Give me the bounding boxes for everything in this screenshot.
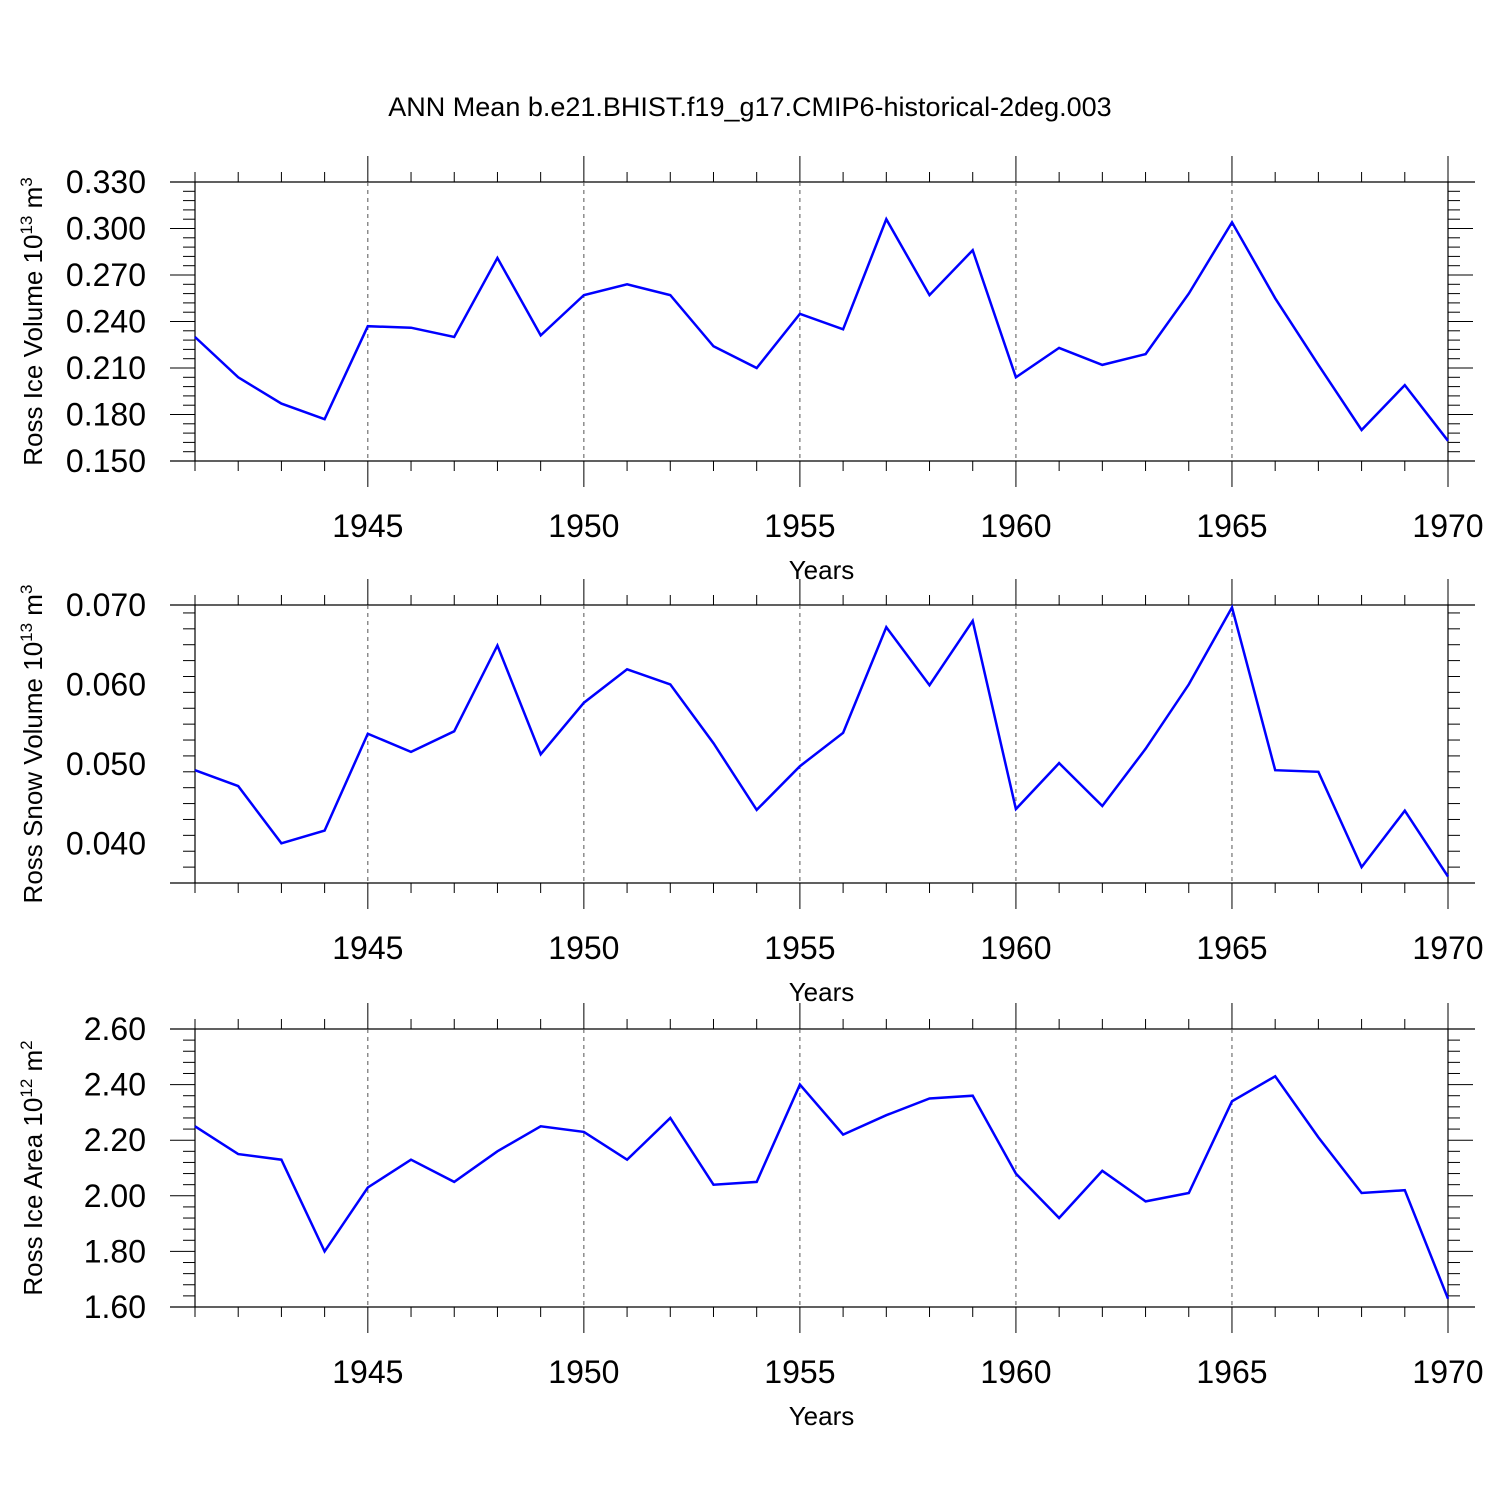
x-tick-label: 1960 [980, 1354, 1051, 1390]
y-axis-title: Ross Ice Volume 1013 m3 [17, 177, 48, 466]
chart-panel-2: 1945 1950 1955 1960 1965 1970 Years 0.040 0.050 0… [17, 579, 1484, 1007]
x-tick-label: 1945 [332, 1354, 403, 1390]
x-tick-label: 1970 [1412, 508, 1483, 544]
x-tick-label: 1970 [1412, 1354, 1483, 1390]
y-tick-label: 2.40 [84, 1067, 146, 1103]
y-tick-label: 2.20 [84, 1122, 146, 1158]
x-axis-title: Years [789, 977, 855, 1007]
y-tick-label: 0.050 [66, 746, 146, 782]
y-tick-label: 1.80 [84, 1233, 146, 1269]
x-tick-label: 1965 [1196, 508, 1267, 544]
y-tick-label: 0.060 [66, 666, 146, 702]
y-tick-label: 0.330 [66, 164, 146, 200]
y-tick-label: 0.150 [66, 443, 146, 479]
x-tick-label: 1950 [548, 508, 619, 544]
x-tick-label: 1950 [548, 930, 619, 966]
y-tick-label: 2.00 [84, 1178, 146, 1214]
data-line [194, 216, 1449, 442]
y-tick-label: 0.210 [66, 350, 146, 386]
x-tick-label: 1965 [1196, 930, 1267, 966]
y-axis-title: Ross Ice Area 1012 m2 [17, 1040, 48, 1295]
data-line [194, 1074, 1450, 1300]
x-tick-label: 1945 [332, 930, 403, 966]
y-axis-title: Ross Snow Volume 1013 m3 [17, 585, 48, 904]
y-tick-label: 0.240 [66, 304, 146, 340]
x-tick-label: 1965 [1196, 1354, 1267, 1390]
y-tick-label: 0.300 [66, 211, 146, 247]
y-tick-label: 0.270 [66, 257, 146, 293]
x-tick-label: 1970 [1412, 930, 1483, 966]
x-axis-title: Years [789, 555, 855, 585]
x-tick-label: 1960 [980, 508, 1051, 544]
y-tick-label: 0.070 [66, 587, 146, 623]
y-tick-label: 0.180 [66, 397, 146, 433]
x-axis-title: Years [789, 1401, 855, 1431]
data-line [194, 604, 1450, 878]
chart-panel-1: 1945 1950 1955 1960 1965 1970 Years 0.150 0.180 0… [17, 156, 1484, 585]
y-tick-label: 2.60 [84, 1011, 146, 1047]
chart-panel-3: 1945 1950 1955 1960 1965 1970 Years 1.60 1.80 2.0… [17, 1003, 1484, 1431]
x-tick-label: 1955 [764, 1354, 835, 1390]
x-tick-label: 1955 [764, 508, 835, 544]
x-tick-label: 1960 [980, 930, 1051, 966]
x-tick-label: 1955 [764, 930, 835, 966]
y-tick-label: 0.040 [66, 825, 146, 861]
y-tick-label: 1.60 [84, 1289, 146, 1325]
page-title: ANN Mean b.e21.BHIST.f19_g17.CMIP6-histo… [388, 92, 1112, 122]
x-tick-label: 1950 [548, 1354, 619, 1390]
x-tick-label: 1945 [332, 508, 403, 544]
